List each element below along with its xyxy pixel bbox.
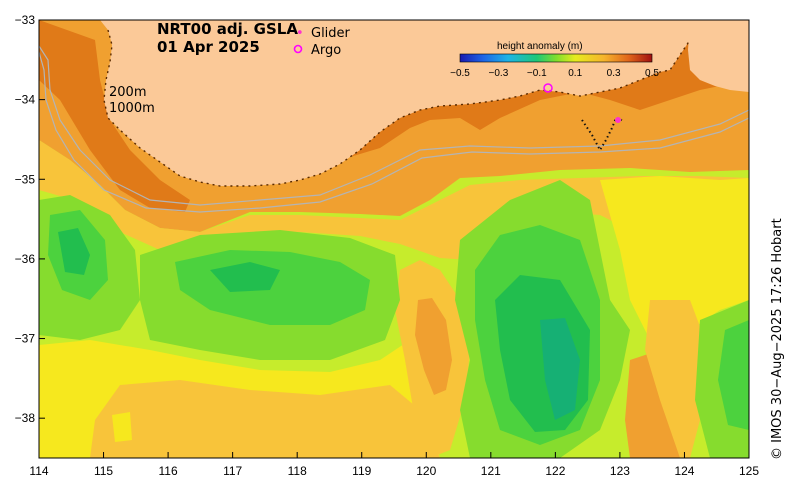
glider-legend-marker: • <box>296 26 304 41</box>
anomaly-lightorange-south <box>90 380 440 458</box>
colorbar-scale <box>459 53 653 63</box>
depth-label-200m: 200m <box>109 85 146 100</box>
x-tick-label: 117 <box>223 464 242 478</box>
latitude-axis: −33 −34 −35 −36 −37 −38 <box>15 13 45 425</box>
map-title-product: NRT00 adj. GSLA <box>157 20 298 38</box>
y-tick-label: −35 <box>15 172 36 186</box>
map-title-date: 01 Apr 2025 <box>157 38 260 56</box>
copyright-credit: © IMOS 30−Aug−2025 17:26 Hobart <box>770 218 785 460</box>
colorbar-tick-label: −0.5 <box>450 68 470 79</box>
colorbar-tick-label: 0.5 <box>645 68 659 79</box>
x-tick-label: 123 <box>610 464 630 478</box>
isobath-1000m <box>39 51 749 213</box>
glider-position <box>615 117 621 123</box>
x-tick-label: 120 <box>416 464 436 478</box>
anomaly-darkgreen-far-east <box>718 320 749 430</box>
glider-track <box>581 116 623 153</box>
land-australia-east <box>688 20 749 92</box>
colorbar-ticks: −0.5 −0.3 −0.1 0.1 0.3 0.5 <box>450 68 659 79</box>
y-tick-label: −34 <box>15 93 36 107</box>
depth-label-1000m: 1000m <box>109 101 155 116</box>
isobath-200m <box>39 45 749 206</box>
colorbar-tick-label: −0.3 <box>489 68 509 79</box>
argo-legend-marker <box>293 44 303 54</box>
anomaly-teal-core <box>540 318 580 420</box>
x-tick-label: 121 <box>481 464 501 478</box>
x-tick-label: 115 <box>94 464 113 478</box>
anomaly-light-orange <box>39 140 749 260</box>
anomaly-dark-orange-west <box>39 20 190 212</box>
x-tick-label: 124 <box>674 464 694 478</box>
glider-legend-label: Glider <box>311 26 351 41</box>
argo-float <box>543 83 553 93</box>
y-tick-label: −33 <box>15 13 36 27</box>
x-tick-label: 125 <box>739 464 759 478</box>
colorbar-tick-label: 0.3 <box>607 68 621 79</box>
anomaly-teal-mid <box>210 262 280 292</box>
anomaly-teal-west <box>58 228 90 275</box>
anomaly-orange-tongue-core <box>415 298 452 395</box>
x-tick-label: 114 <box>29 464 48 478</box>
y-tick-label: −37 <box>15 332 36 346</box>
anomaly-yellow-patch-small <box>112 412 132 442</box>
plot-border <box>38 19 750 459</box>
y-tick-label: −36 <box>15 252 36 266</box>
argo-legend-label: Argo <box>311 43 341 58</box>
x-tick-label: 119 <box>352 464 371 478</box>
anomaly-yellow-east <box>600 176 749 340</box>
y-tick-label: −38 <box>15 411 36 425</box>
colorbar-title: height anomaly (m) <box>497 41 583 52</box>
colorbar-tick-label: 0.1 <box>568 68 582 79</box>
x-tick-label: 118 <box>288 464 307 478</box>
colorbar-tick-label: −0.1 <box>527 68 547 79</box>
anomaly-lightorange-east-lobe <box>645 300 705 458</box>
x-tick-label: 122 <box>545 464 565 478</box>
x-tick-label: 116 <box>159 464 178 478</box>
longitude-axis: 114 115 116 117 118 119 120 121 122 123 124 125 <box>29 452 759 478</box>
